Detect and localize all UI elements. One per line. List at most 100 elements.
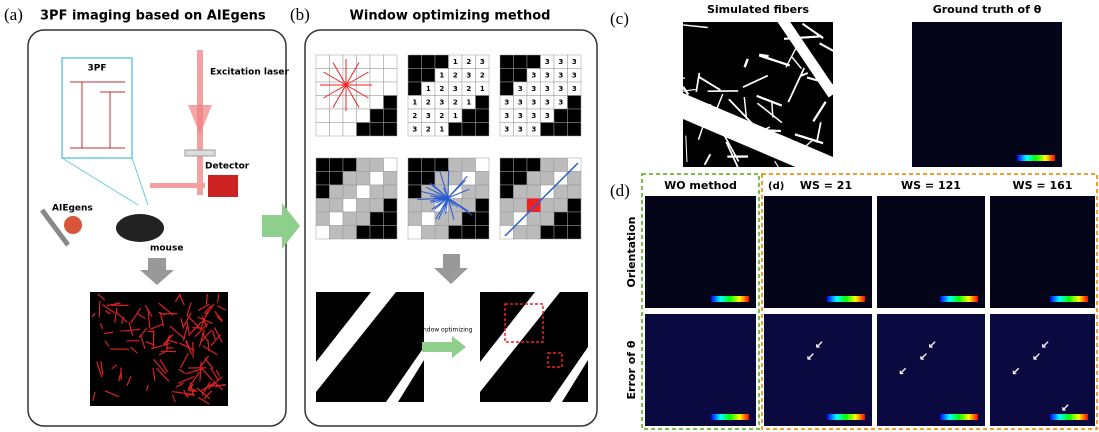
fiber-image (966, 309, 1099, 432)
column-title: WS = 161 (1013, 179, 1073, 192)
image-bg (764, 314, 872, 426)
cell (568, 226, 582, 240)
fiber-image (740, 191, 894, 333)
error-arrow: ↙ (898, 365, 907, 378)
cell (370, 212, 384, 226)
cell (568, 199, 582, 213)
cell (435, 158, 449, 172)
optic (185, 150, 215, 156)
cell (343, 226, 357, 240)
cell (554, 185, 568, 199)
fiber-image (966, 191, 1099, 333)
cell (384, 172, 398, 186)
cell (370, 226, 384, 240)
cell (462, 172, 476, 186)
cell-number: 2 (453, 98, 458, 106)
cell-number: 3 (518, 125, 523, 133)
arrow (262, 203, 300, 249)
cell (316, 212, 330, 226)
panel-d: WO methodWS = 21↙↙WS = 121↙↙↙WS = 161↙↙↙… (622, 179, 1099, 432)
cell (500, 212, 514, 226)
cell (343, 96, 357, 110)
image-bg (990, 314, 1095, 426)
cell (330, 199, 344, 213)
ray (448, 170, 449, 198)
cell (476, 212, 490, 226)
inset-connector (132, 158, 148, 205)
cell (527, 185, 541, 199)
cell (568, 212, 582, 226)
cell-number: 3 (545, 85, 550, 93)
error-arrow: ↙ (928, 339, 937, 352)
cell (527, 226, 541, 240)
cell (514, 185, 528, 199)
fiber (121, 367, 122, 379)
cell-number: 3 (439, 98, 444, 106)
cell-number: 3 (504, 112, 509, 120)
cell (357, 199, 371, 213)
cell (370, 172, 384, 186)
cell (384, 109, 398, 123)
cell (316, 226, 330, 240)
label-detector: Detector (205, 162, 250, 172)
inset-title: 3PF (87, 64, 106, 74)
cell (408, 82, 422, 96)
cell (330, 158, 344, 172)
panel-title: Window optimizing method (350, 9, 551, 24)
cell (384, 226, 398, 240)
cell-number: 2 (480, 71, 485, 79)
cell-number: 3 (545, 71, 550, 79)
fiber (663, 78, 685, 86)
cell (476, 172, 490, 186)
aiegens-icon (64, 216, 82, 234)
inner-label: (d) (768, 181, 784, 192)
cell (330, 123, 344, 137)
cell (343, 109, 357, 123)
cell (568, 123, 582, 137)
cell (422, 172, 436, 186)
cell (343, 199, 357, 213)
cell-number: 3 (545, 98, 550, 106)
cell (316, 123, 330, 137)
panel-label: (b) (290, 5, 310, 24)
cell (500, 185, 514, 199)
cell-number: 1 (453, 58, 458, 66)
cell-number: 3 (426, 112, 431, 120)
label-excitation: Excitation laser (210, 68, 289, 78)
fiber-image (892, 17, 1081, 191)
cell (357, 226, 371, 240)
cell (568, 185, 582, 199)
cell (316, 109, 330, 123)
cell (462, 109, 476, 123)
cell (476, 185, 490, 199)
syringe (42, 210, 68, 245)
cell-number: 3 (531, 98, 536, 106)
cell (408, 212, 422, 226)
cell (357, 55, 371, 69)
cell (514, 199, 528, 213)
inset-connector (62, 158, 138, 205)
cell (408, 158, 422, 172)
error-arrow: ↙ (815, 339, 824, 352)
grid (316, 158, 397, 239)
colorbar (711, 414, 749, 420)
cell (316, 158, 330, 172)
cell (408, 185, 422, 199)
cell-number: 3 (558, 71, 563, 79)
cell (384, 212, 398, 226)
cell-number: 3 (558, 98, 563, 106)
cell (370, 158, 384, 172)
cell (449, 172, 463, 186)
cell (330, 212, 344, 226)
cell (568, 109, 582, 123)
column-title: WS = 121 (901, 179, 961, 192)
arrow (422, 336, 466, 358)
cell (370, 82, 384, 96)
cell-number: 3 (558, 85, 563, 93)
cell-number: 3 (545, 58, 550, 66)
cell (422, 55, 436, 69)
lens (188, 105, 212, 135)
error-arrow: ↙ (806, 351, 815, 364)
cell (357, 212, 371, 226)
cell-number: 2 (439, 112, 444, 120)
